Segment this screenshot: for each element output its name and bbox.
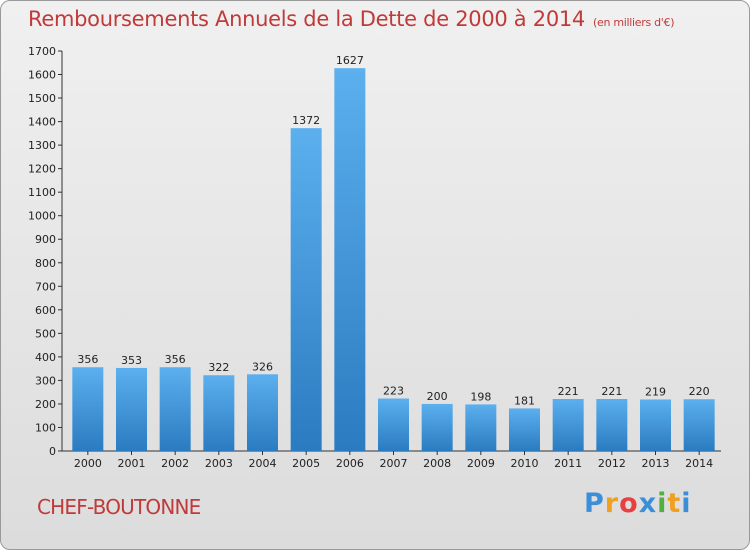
bar-2014	[683, 399, 715, 451]
chart-title: Remboursements Annuels de la Dette de 20…	[28, 7, 674, 31]
x-tick-label-2000: 2000	[74, 457, 102, 470]
logo-letter: i	[657, 488, 668, 519]
y-tick-label: 100	[35, 421, 56, 434]
data-label-2008: 200	[427, 390, 448, 403]
y-tick-label: 0	[49, 445, 56, 458]
bar-2007	[378, 398, 409, 451]
data-label-2013: 219	[645, 385, 666, 398]
x-tick-label-2008: 2008	[423, 457, 451, 470]
bar-2009	[465, 404, 497, 451]
bar-2001	[116, 367, 147, 451]
x-tick-label-2001: 2001	[118, 457, 146, 470]
y-tick-label: 1700	[28, 45, 56, 58]
logo-letter: x	[638, 488, 658, 519]
y-tick-label: 900	[35, 233, 56, 246]
y-tick-label: 200	[35, 398, 56, 411]
city-name: CHEF-BOUTONNE	[37, 495, 201, 519]
x-tick-label-2010: 2010	[511, 457, 539, 470]
bar-2010	[509, 408, 540, 451]
data-label-2011: 221	[558, 385, 579, 398]
y-tick-label: 600	[35, 304, 56, 317]
x-tick-label-2005: 2005	[292, 457, 320, 470]
x-tick-label-2013: 2013	[642, 457, 670, 470]
y-tick-label: 1100	[28, 186, 56, 199]
bar-2008	[421, 403, 453, 451]
data-label-2014: 220	[689, 385, 710, 398]
x-tick-label-2003: 2003	[205, 457, 233, 470]
bar-2005	[290, 128, 322, 452]
data-label-2007: 223	[383, 385, 404, 398]
x-tick-label-2014: 2014	[685, 457, 713, 470]
data-label-2002: 356	[165, 353, 186, 366]
x-tick-label-2011: 2011	[554, 457, 582, 470]
y-tick-label: 700	[35, 280, 56, 293]
bar-2000	[72, 367, 104, 451]
chart-data-labels: 356 353 356 322 326 1372 1627 223 200 198 181 221 22…	[77, 54, 709, 407]
logo-letter: t	[667, 488, 682, 519]
y-tick-label: 500	[35, 327, 56, 340]
data-label-2012: 221	[601, 385, 622, 398]
x-tick-label-2006: 2006	[336, 457, 364, 470]
data-label-2000: 356	[77, 353, 98, 366]
data-label-2001: 353	[121, 354, 142, 367]
data-label-2010: 181	[514, 394, 535, 407]
logo-letter: r	[604, 488, 620, 519]
data-label-2006: 1627	[336, 54, 364, 67]
y-tick-label: 1300	[28, 139, 56, 152]
x-tick-label-2002: 2002	[161, 457, 189, 470]
x-tick-label-2007: 2007	[380, 457, 408, 470]
bar-2006	[334, 68, 366, 452]
logo-letter: i	[681, 488, 692, 519]
bar-2011	[552, 399, 584, 451]
logo-letter: P	[584, 488, 605, 519]
y-tick-label: 300	[35, 374, 56, 387]
bar-2013	[640, 399, 671, 451]
data-label-2005: 1372	[292, 114, 320, 127]
chart-axes: 0 100 200 300 400 500 600 700 800 900 1000 1100 1200…	[28, 45, 721, 470]
bar-2002	[159, 367, 191, 451]
y-tick-label: 1500	[28, 92, 56, 105]
y-tick-label: 800	[35, 257, 56, 270]
x-tick-label-2004: 2004	[249, 457, 277, 470]
data-label-2004: 326	[252, 360, 273, 373]
chart-title-text: Remboursements Annuels de la Dette de 20…	[28, 7, 585, 31]
x-tick-label-2009: 2009	[467, 457, 495, 470]
bar-2003	[203, 375, 235, 451]
x-tick-label-2012: 2012	[598, 457, 626, 470]
bar-2004	[247, 374, 278, 451]
data-label-2009: 198	[470, 390, 491, 403]
data-label-2003: 322	[208, 361, 229, 374]
proxiti-logo: Proxiti	[584, 488, 692, 519]
bar-2012	[596, 399, 628, 451]
chart-bars	[72, 68, 715, 452]
y-tick-label: 1000	[28, 210, 56, 223]
chart-subtitle: (en milliers d'€)	[593, 16, 675, 29]
y-tick-label: 1200	[28, 163, 56, 176]
y-tick-label: 1600	[28, 69, 56, 82]
logo-letter: o	[619, 488, 639, 519]
y-tick-label: 400	[35, 351, 56, 364]
y-tick-label: 1400	[28, 116, 56, 129]
